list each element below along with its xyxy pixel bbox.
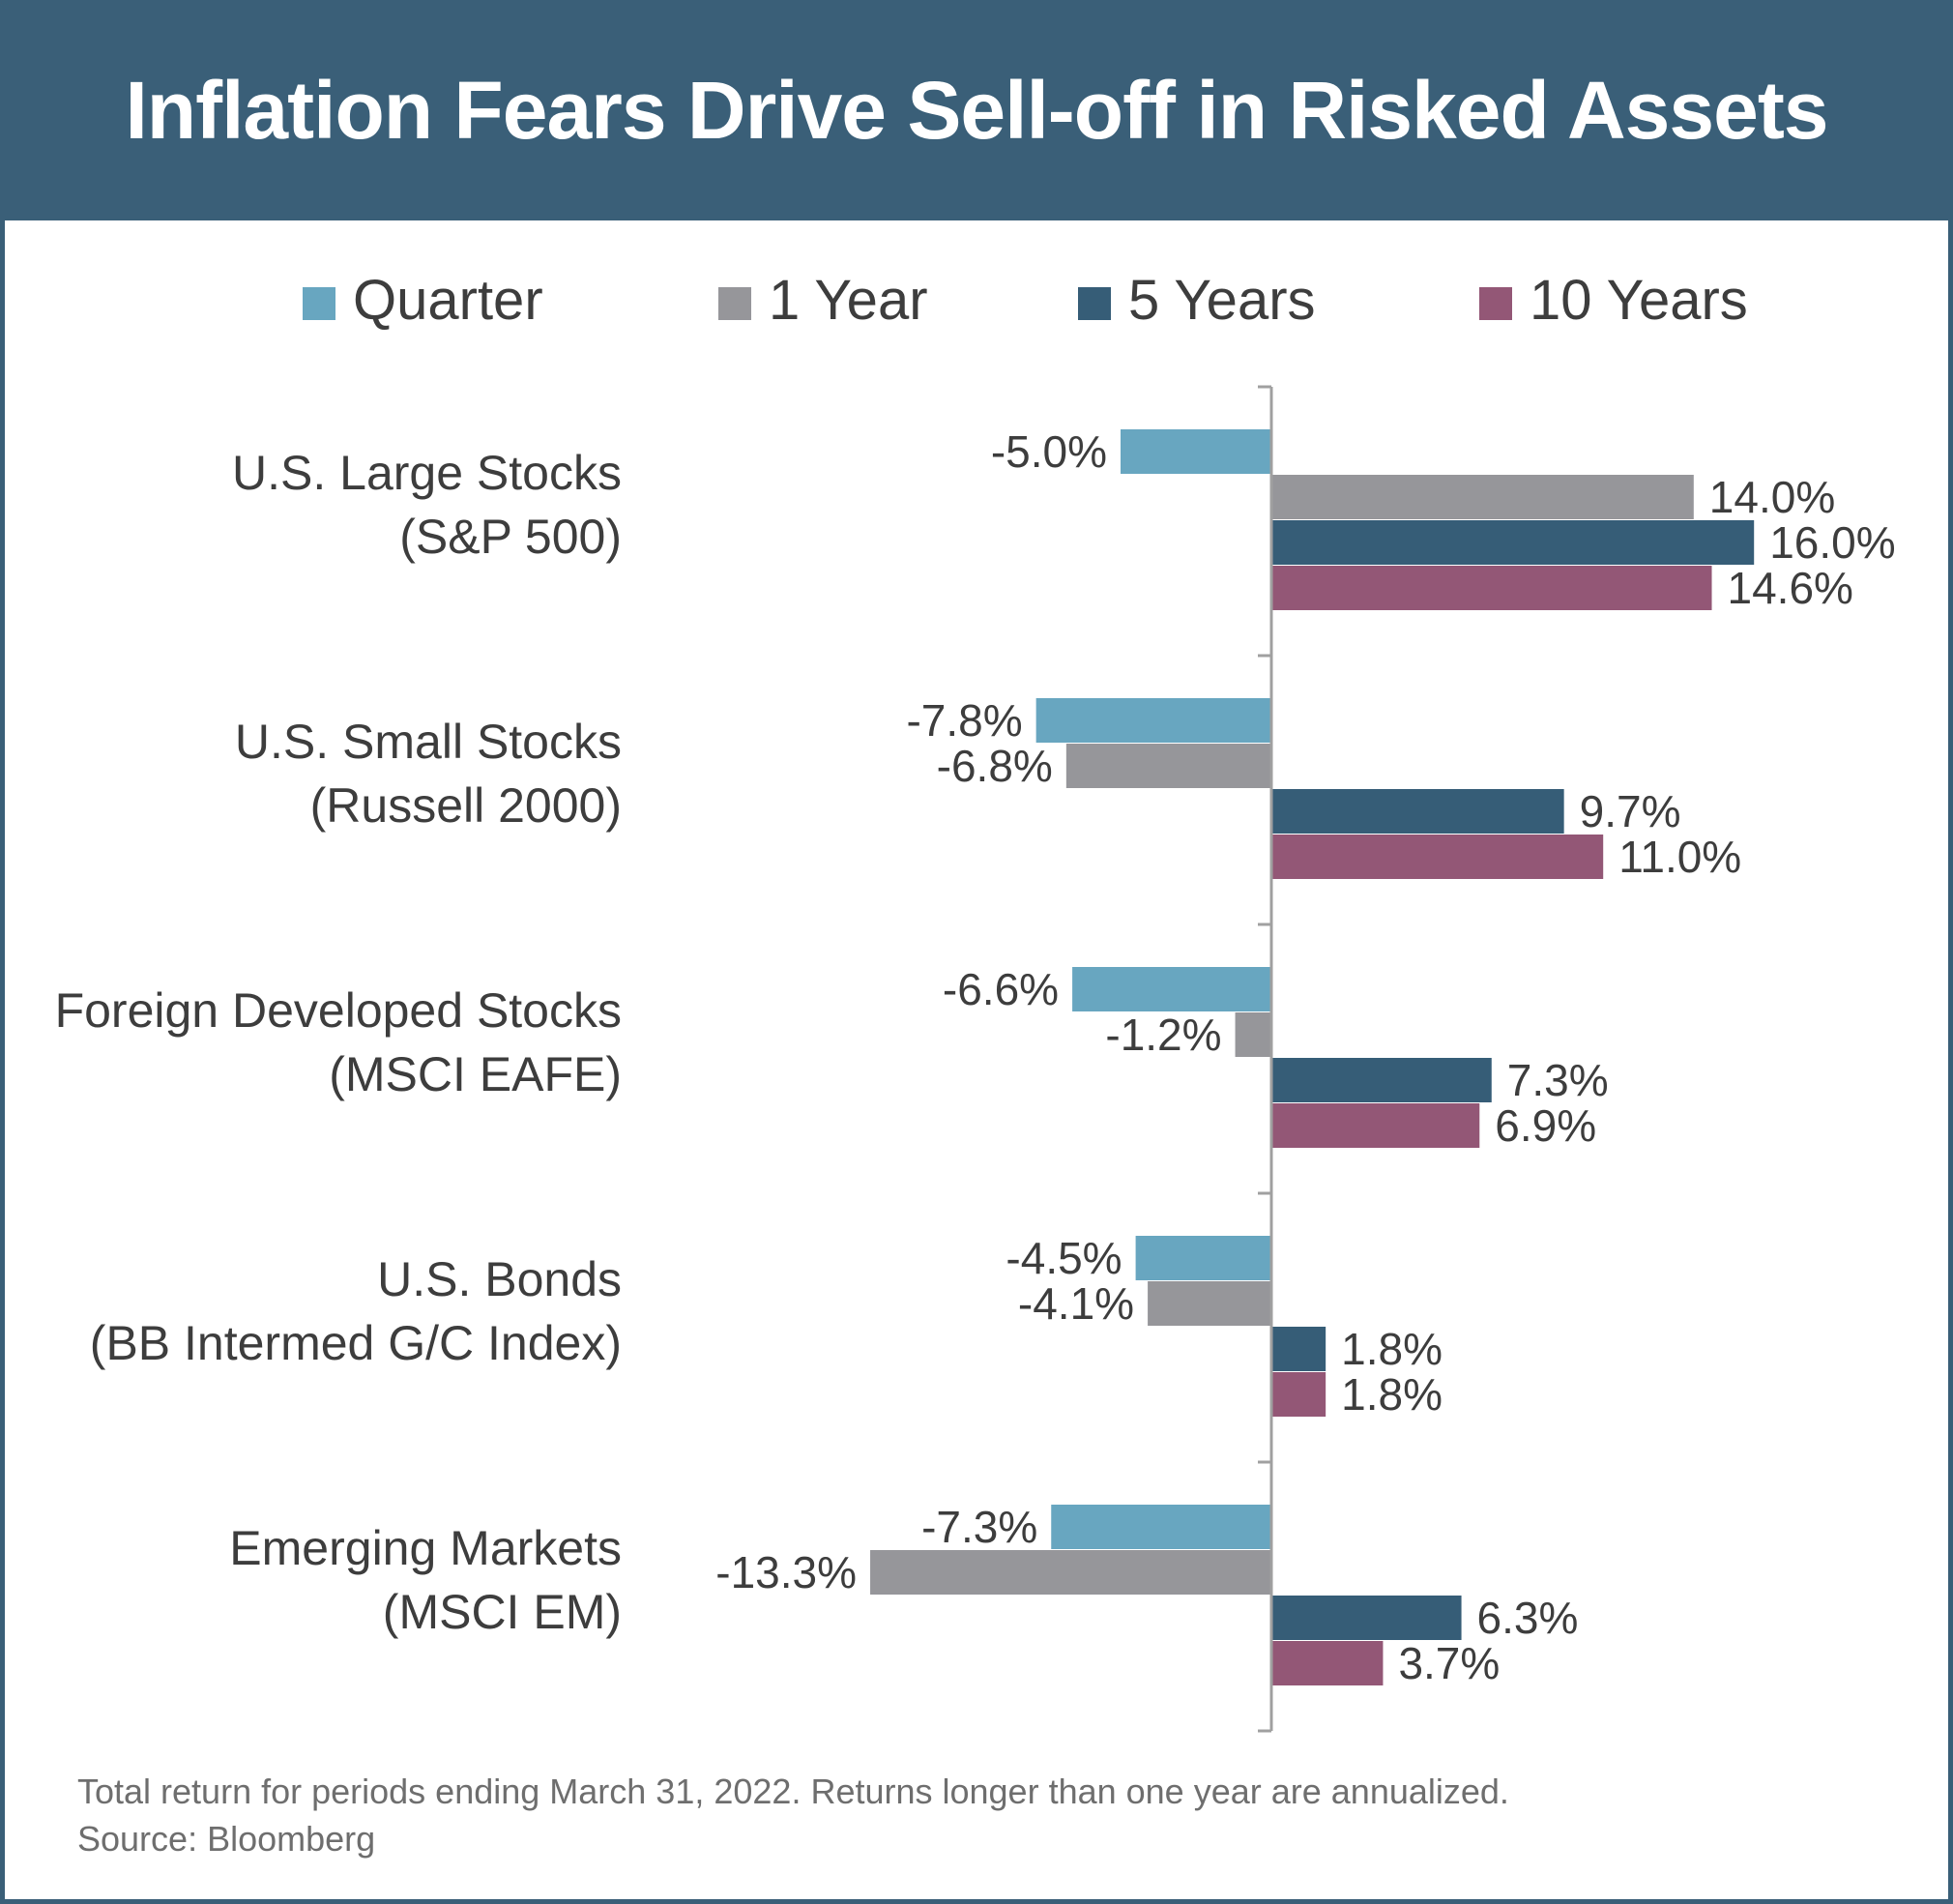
legend-label: Quarter	[353, 269, 543, 332]
category-label: (BB Intermed G/C Index)	[90, 1316, 622, 1370]
bars	[870, 429, 1755, 1685]
category-labels: U.S. Large Stocks (S&P 500) U.S. Small Sto…	[55, 446, 622, 1639]
category-label: U.S. Small Stocks	[235, 715, 622, 769]
bar	[1271, 566, 1712, 610]
category-label: Foreign Developed Stocks	[55, 983, 622, 1038]
footnote: Total return for periods ending March 31…	[77, 1772, 1509, 1811]
category-label: U.S. Large Stocks	[232, 446, 622, 500]
data-label: 14.6%	[1728, 563, 1853, 613]
data-label: -7.3%	[921, 1502, 1037, 1552]
bar	[1271, 1641, 1384, 1685]
data-label: -6.8%	[937, 741, 1053, 791]
bar	[1135, 1236, 1271, 1280]
bar	[1051, 1505, 1271, 1549]
legend-swatch	[1078, 287, 1111, 320]
bar	[1271, 1372, 1326, 1417]
bar	[1271, 1103, 1480, 1148]
category-label: (S&P 500)	[399, 510, 622, 564]
bar	[1271, 520, 1755, 565]
data-label: 14.0%	[1709, 472, 1835, 522]
data-label: 1.8%	[1341, 1324, 1443, 1374]
data-label: 3.7%	[1398, 1638, 1500, 1688]
bar	[1035, 698, 1271, 743]
bar	[1271, 789, 1564, 834]
data-label: -5.0%	[991, 426, 1107, 477]
bar	[1072, 967, 1271, 1011]
data-label: 9.7%	[1580, 786, 1681, 836]
source-note: Source: Bloomberg	[77, 1819, 376, 1859]
bar	[1065, 744, 1271, 788]
data-label: -13.3%	[715, 1547, 857, 1597]
bar	[1271, 835, 1604, 879]
legend-swatch	[303, 287, 335, 320]
category-label: (MSCI EAFE)	[329, 1047, 622, 1101]
data-label: -7.8%	[906, 695, 1022, 746]
bar	[870, 1550, 1271, 1595]
chart-title: Inflation Fears Drive Sell-off in Risked…	[125, 64, 1828, 156]
bar	[1271, 1058, 1492, 1102]
data-label: 7.3%	[1507, 1055, 1609, 1105]
bar	[1121, 429, 1271, 474]
zero-axis	[1258, 385, 1273, 1733]
legend-label: 5 Years	[1128, 269, 1316, 332]
data-label: -4.5%	[1006, 1233, 1122, 1283]
category-label: U.S. Bonds	[377, 1252, 622, 1306]
data-label: 16.0%	[1769, 517, 1895, 568]
data-label: -1.2%	[1105, 1010, 1221, 1060]
legend-label: 1 Year	[769, 269, 928, 332]
legend: Quarter 1 Year 5 Years 10 Years	[303, 269, 1748, 332]
bar	[1271, 475, 1694, 519]
legend-swatch	[1479, 287, 1512, 320]
bar	[1148, 1281, 1271, 1326]
bar	[1271, 1596, 1462, 1640]
bar	[1235, 1012, 1271, 1057]
category-label: (Russell 2000)	[310, 778, 622, 833]
legend-label: 10 Years	[1530, 269, 1748, 332]
category-label: Emerging Markets	[229, 1521, 622, 1575]
data-label: 6.3%	[1477, 1593, 1579, 1643]
data-label: 1.8%	[1341, 1369, 1443, 1420]
legend-swatch	[718, 287, 751, 320]
category-label: (MSCI EM)	[383, 1585, 622, 1639]
data-label: -4.1%	[1018, 1278, 1134, 1329]
value-labels: -5.0% 14.0%16.0%14.6% -7.8%-6.8% 9.7%11.0% -…	[715, 426, 1895, 1688]
title-banner: Inflation Fears Drive Sell-off in Risked…	[0, 0, 1953, 220]
bar	[1271, 1327, 1326, 1371]
data-label: 11.0%	[1618, 832, 1741, 882]
data-label: -6.6%	[943, 964, 1059, 1014]
data-label: 6.9%	[1495, 1100, 1596, 1151]
